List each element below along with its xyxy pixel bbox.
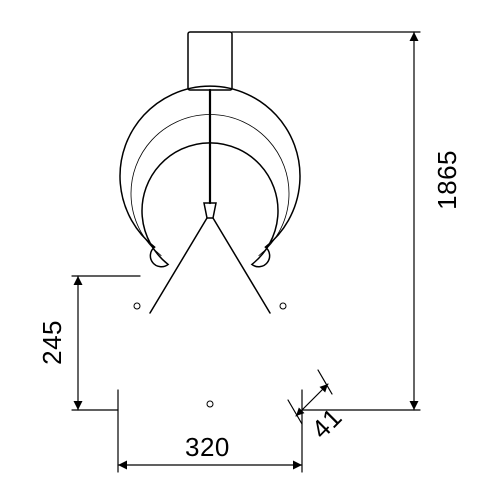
dim-total-height: 1865: [432, 150, 463, 210]
lamp-technical-drawing: [0, 0, 500, 500]
dim-ring-height: 245: [37, 320, 68, 365]
dim-ring-width: 320: [185, 432, 230, 463]
